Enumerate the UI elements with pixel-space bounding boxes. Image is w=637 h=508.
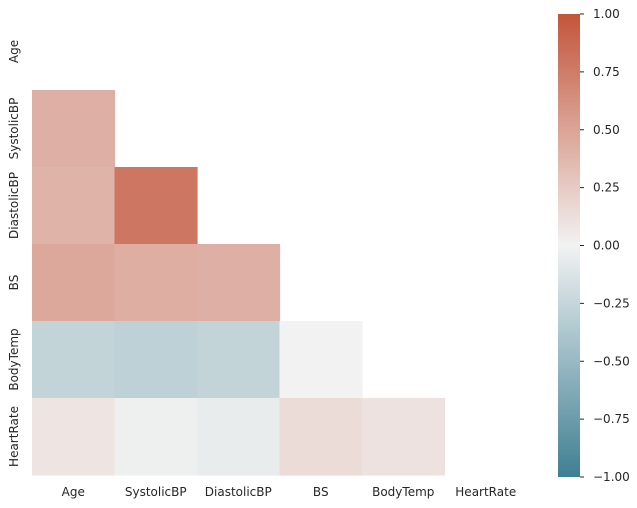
heatmap-cell-bs-systolicbp bbox=[114, 244, 198, 322]
heatmap-cell-diastolicbp-systolicbp bbox=[114, 167, 198, 245]
heatmap-cell-heartrate-systolicbp bbox=[114, 398, 198, 476]
x-tick-label-diastolicbp: DiastolicBP bbox=[205, 485, 272, 499]
y-tick-label-diastolicbp: DiastolicBP bbox=[7, 172, 21, 239]
colorbar-tick-label: −0.50 bbox=[593, 354, 630, 368]
colorbar-tick-label: −0.75 bbox=[593, 412, 630, 426]
colorbar-tick-label: 0.75 bbox=[593, 65, 620, 79]
heatmap-cell-bodytemp-age bbox=[32, 321, 116, 399]
heatmap-cell-bodytemp-bs bbox=[279, 321, 363, 399]
x-tick-label-heartrate: HeartRate bbox=[455, 485, 516, 499]
colorbar-gradient bbox=[558, 14, 580, 477]
colorbar: 1.00 0.75 0.50 0.25 0.00 −0.25 −0.50 −0.75 −1.00 bbox=[558, 7, 630, 484]
y-tick-label-age: Age bbox=[7, 40, 21, 63]
colorbar-tick-label: 1.00 bbox=[593, 7, 620, 21]
colorbar-ticks: 1.00 0.75 0.50 0.25 0.00 −0.25 −0.50 −0.75 −1.00 bbox=[580, 7, 630, 484]
x-tick-label-age: Age bbox=[62, 485, 85, 499]
heatmap-cell-heartrate-age bbox=[32, 398, 116, 476]
x-tick-label-systolicbp: SystolicBP bbox=[125, 485, 187, 499]
colorbar-tick-label: 0.50 bbox=[593, 123, 620, 137]
colorbar-tick-label: −0.25 bbox=[593, 296, 630, 310]
y-tick-labels: Age SystolicBP DiastolicBP BS BodyTemp HeartR… bbox=[7, 40, 21, 467]
heatmap-cell-heartrate-bs bbox=[279, 398, 363, 476]
x-tick-label-bs: BS bbox=[313, 485, 329, 499]
heatmap-cells bbox=[32, 90, 446, 476]
heatmap-cell-diastolicbp-age bbox=[32, 167, 116, 245]
colorbar-tick-label: 0.00 bbox=[593, 239, 620, 253]
heatmap-cell-heartrate-diastolicbp bbox=[197, 398, 281, 476]
heatmap-cell-bodytemp-diastolicbp bbox=[197, 321, 281, 399]
colorbar-tick-label: −1.00 bbox=[593, 470, 630, 484]
colorbar-tick-label: 0.25 bbox=[593, 181, 620, 195]
y-tick-label-heartrate: HeartRate bbox=[7, 406, 21, 467]
y-tick-label-bs: BS bbox=[7, 275, 21, 291]
x-tick-label-bodytemp: BodyTemp bbox=[372, 485, 434, 499]
heatmap-cell-bs-age bbox=[32, 244, 116, 322]
heatmap-cell-bodytemp-systolicbp bbox=[114, 321, 198, 399]
x-tick-labels: Age SystolicBP DiastolicBP BS BodyTemp HeartR… bbox=[62, 485, 517, 499]
heatmap-cell-systolicbp-age bbox=[32, 90, 116, 168]
y-tick-label-systolicbp: SystolicBP bbox=[7, 98, 21, 160]
y-tick-label-bodytemp: BodyTemp bbox=[7, 328, 21, 390]
heatmap-cell-bs-diastolicbp bbox=[197, 244, 281, 322]
heatmap-cell-heartrate-bodytemp bbox=[362, 398, 446, 476]
